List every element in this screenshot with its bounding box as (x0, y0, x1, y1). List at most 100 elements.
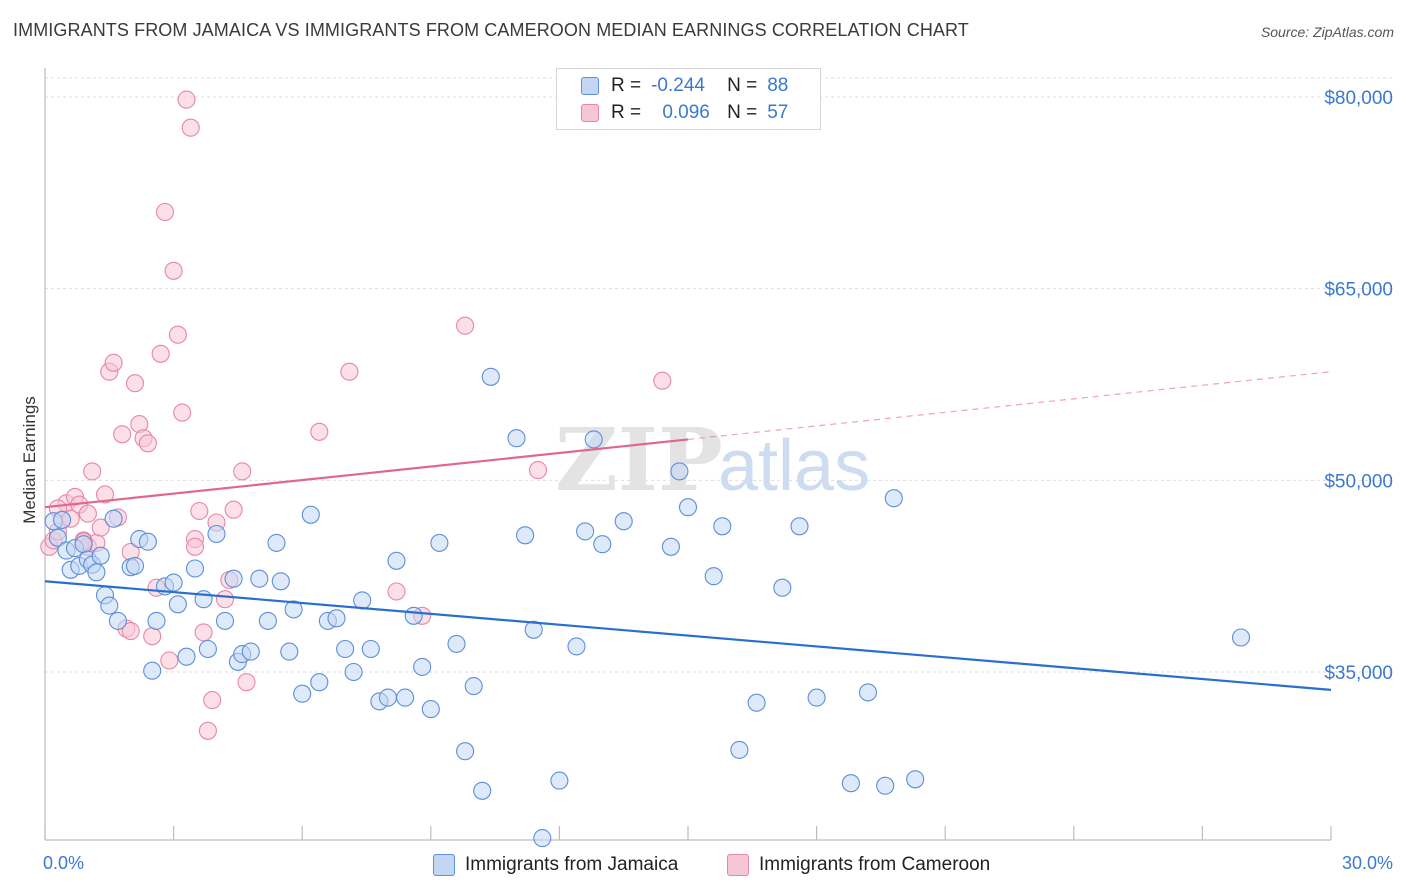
bottom-legend-label-jamaica: Immigrants from Jamaica (465, 854, 679, 875)
data-point-cameroon (113, 425, 132, 444)
data-point-jamaica (53, 510, 72, 529)
watermark-atlas: atlas (718, 426, 870, 506)
data-point-cameroon (237, 673, 256, 692)
data-point-cameroon (151, 344, 170, 363)
legend-n-label: N = (727, 102, 758, 123)
data-point-jamaica (215, 611, 235, 630)
data-point-jamaica (884, 489, 903, 508)
data-point-jamaica (413, 657, 432, 676)
data-point-cameroon (143, 627, 162, 646)
data-point-jamaica (147, 611, 166, 630)
data-point-jamaica (507, 429, 526, 448)
watermark-zip: ZIP (555, 410, 723, 511)
data-point-jamaica (584, 430, 603, 449)
data-point-cameroon (203, 691, 222, 710)
data-point-jamaica (207, 524, 226, 544)
x-tick-label: 30.0% (1342, 853, 1393, 873)
data-point-cameroon (310, 422, 329, 441)
data-point-jamaica (713, 517, 732, 536)
bottom-legend-swatch-jamaica (433, 854, 455, 876)
chart-title: IMMIGRANTS FROM JAMAICA VS IMMIGRANTS FR… (13, 20, 969, 40)
data-point-jamaica (473, 781, 492, 800)
data-point-jamaica (48, 528, 67, 547)
data-point-jamaica (421, 700, 440, 719)
bottom-legend-label-cameroon: Immigrants from Cameroon (759, 854, 991, 875)
data-point-cameroon (104, 353, 123, 372)
legend-r-label: R = (611, 102, 642, 123)
data-point-cameroon (160, 651, 179, 670)
data-point-jamaica (378, 688, 397, 707)
data-point-jamaica (661, 537, 680, 556)
data-point-jamaica (280, 642, 299, 661)
data-point-cameroon (340, 362, 359, 381)
data-point-jamaica (516, 526, 535, 545)
data-point-jamaica (678, 498, 698, 517)
data-point-jamaica (143, 661, 162, 680)
data-point-jamaica (87, 563, 106, 582)
data-point-cameroon (181, 118, 200, 137)
data-point-jamaica (293, 684, 312, 703)
data-point-jamaica (310, 673, 329, 692)
y-axis-label: Median Earnings (20, 396, 39, 524)
data-point-cameroon (83, 462, 102, 481)
legend-n-label: N = (727, 75, 758, 96)
trend-line-jamaica (44, 580, 1332, 691)
data-point-cameroon (456, 316, 475, 335)
data-point-cameroon (78, 504, 97, 523)
data-point-cameroon (653, 371, 672, 390)
correlation-legend: R = -0.244 N = 88 R = 0.096 N = 57 (556, 68, 821, 130)
data-point-jamaica (108, 611, 127, 630)
data-point-jamaica (164, 573, 183, 592)
data-point-jamaica (241, 642, 260, 661)
data-point-jamaica (593, 535, 612, 554)
data-point-cameroon (138, 434, 157, 453)
data-point-cameroon (190, 501, 209, 521)
legend-row-cameroon: R = 0.096 N = 57 (581, 100, 788, 126)
data-point-jamaica (267, 533, 286, 552)
data-point-jamaica (670, 462, 689, 481)
data-point-jamaica (807, 688, 826, 707)
data-point-jamaica (284, 600, 303, 619)
data-point-jamaica (271, 572, 290, 591)
data-point-jamaica (481, 367, 500, 386)
data-point-jamaica (198, 639, 217, 659)
data-point-jamaica (456, 742, 475, 761)
data-point-jamaica (730, 740, 749, 759)
data-point-jamaica (336, 639, 355, 659)
data-point-jamaica (138, 532, 157, 551)
data-point-jamaica (177, 647, 196, 666)
data-point-jamaica (533, 829, 552, 848)
data-point-jamaica (576, 522, 595, 541)
data-point-cameroon (95, 485, 115, 504)
y-tick-label: $50,000 (1324, 471, 1393, 492)
legend-r-value: 0.096 (662, 102, 710, 123)
data-point-cameroon (185, 537, 205, 556)
data-point-jamaica (224, 569, 243, 588)
data-point-jamaica (614, 512, 633, 531)
data-point-cameroon (198, 721, 217, 740)
bottom-legend-swatch-cameroon (727, 854, 749, 876)
data-point-jamaica (301, 505, 320, 524)
data-point-cameroon (177, 90, 196, 109)
data-point-jamaica (100, 596, 119, 615)
data-point-jamaica (125, 556, 145, 575)
legend-swatch-jamaica (581, 77, 599, 95)
data-point-jamaica (327, 609, 346, 628)
data-point-jamaica (168, 595, 187, 614)
data-point-jamaica (258, 611, 277, 630)
y-tick-label: $80,000 (1324, 88, 1393, 109)
trend-line-cameroon (44, 438, 689, 509)
data-point-jamaica (387, 551, 406, 570)
data-point-cameroon (224, 500, 243, 519)
data-point-jamaica (1231, 628, 1251, 647)
legend-n-value: 57 (767, 102, 789, 123)
data-point-cameroon (528, 461, 548, 480)
data-point-jamaica (430, 533, 449, 552)
data-point-jamaica (185, 559, 205, 578)
chart-source: Source: ZipAtlas.com (1260, 24, 1394, 40)
data-point-jamaica (747, 693, 766, 712)
data-point-jamaica (841, 774, 860, 793)
x-tick-label: 0.0% (43, 853, 84, 873)
data-point-cameroon (194, 623, 213, 642)
data-point-jamaica (404, 606, 423, 625)
